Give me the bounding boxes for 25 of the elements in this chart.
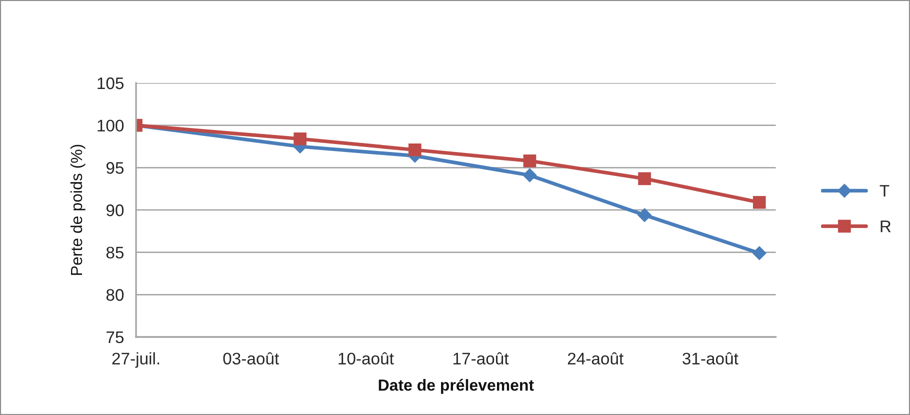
x-tick-label: 03-août — [223, 352, 280, 364]
y-tick-label: 85 — [106, 246, 124, 259]
y-axis-title: Perte de poids (%) — [70, 144, 86, 275]
point — [752, 196, 766, 209]
x-axis-title: Date de prélevement — [378, 378, 534, 394]
y-tick-label: 105 — [98, 77, 124, 90]
y-tick-label: 95 — [106, 162, 124, 174]
y-tick-label: 100 — [98, 120, 124, 132]
point — [294, 132, 306, 146]
y-tick-label: 80 — [106, 289, 124, 301]
y-tick-label: 90 — [106, 204, 124, 216]
x-tick-label: 31-août — [682, 352, 738, 364]
point — [638, 208, 652, 222]
point — [408, 143, 422, 156]
legend-label: R — [880, 220, 891, 232]
x-tick-label: 17-août — [454, 352, 509, 364]
point — [522, 168, 537, 182]
legend-label: T — [880, 185, 890, 197]
x-tick-label: 24-août — [568, 352, 624, 364]
x-tick-label: 27-juil. — [112, 352, 160, 368]
x-tick-label: 10-août — [338, 352, 394, 364]
y-tick-label: 75 — [106, 332, 124, 344]
point — [638, 172, 651, 186]
point — [752, 246, 766, 260]
point — [523, 154, 536, 168]
